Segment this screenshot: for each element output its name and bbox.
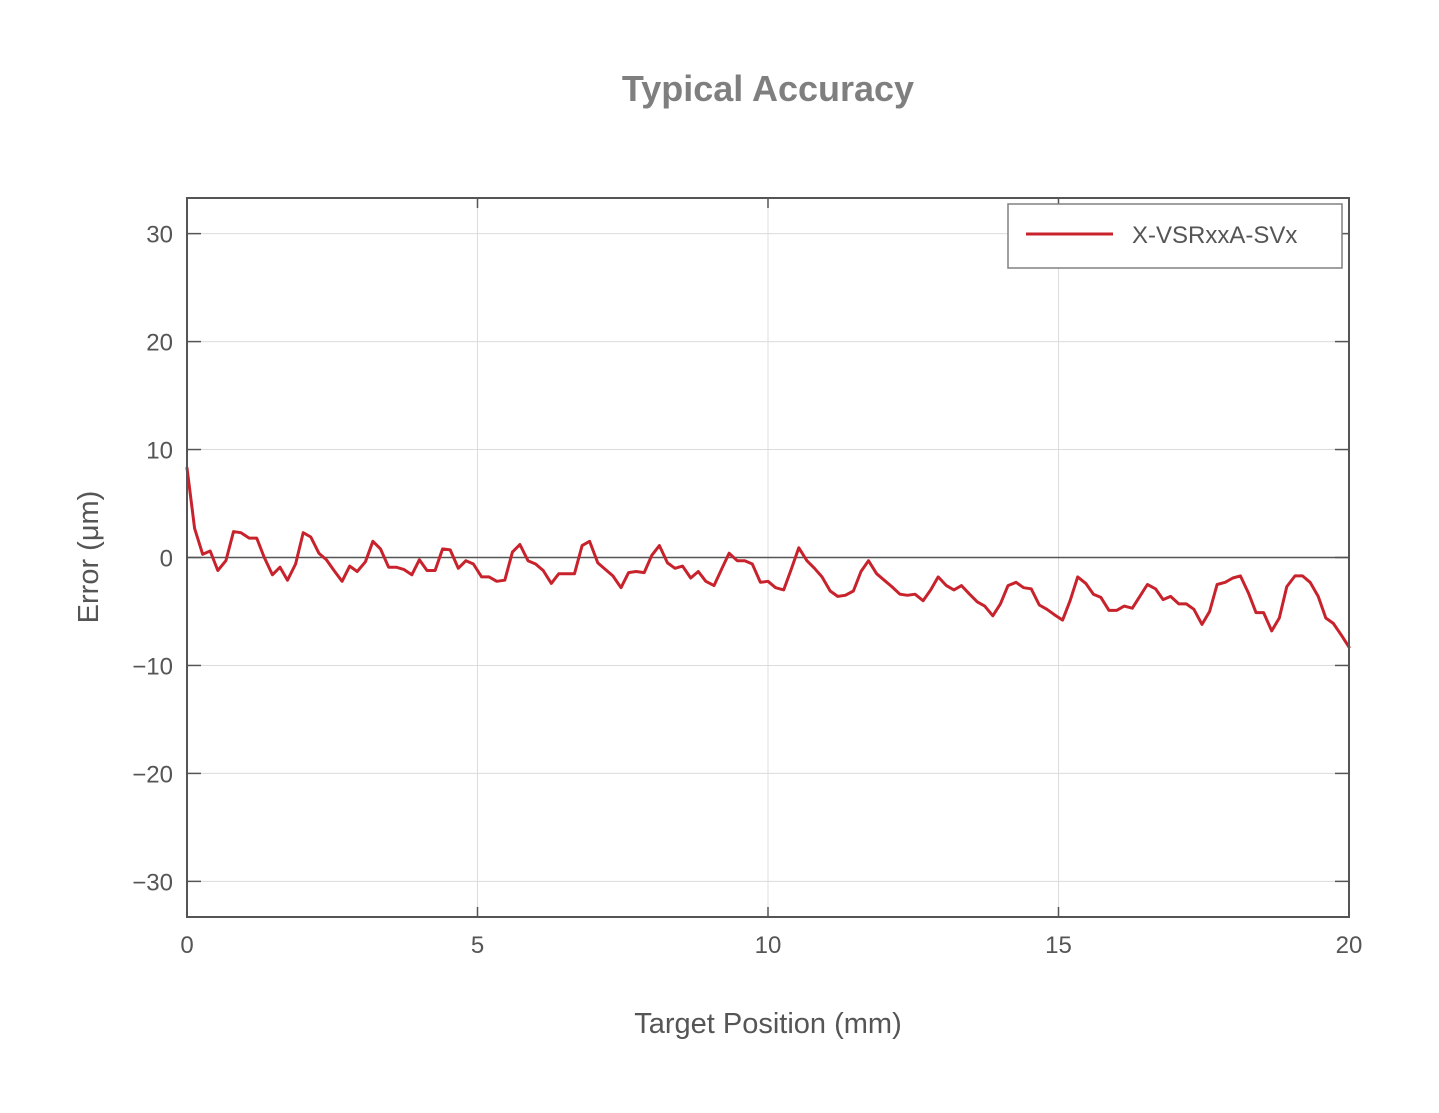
y-tick-label: 0	[160, 546, 173, 573]
legend-box	[1007, 203, 1343, 269]
x-axis-label: Target Position (mm)	[634, 1008, 902, 1040]
y-axis-label: Error (μm)	[73, 491, 105, 624]
y-tick-label: 20	[146, 330, 173, 357]
x-tick-label: 20	[1336, 932, 1363, 959]
y-tick-labels: −30 −20 −10 0 10 20 30	[132, 222, 173, 897]
legend: X-VSRxxA-SVx	[1007, 203, 1343, 269]
y-tick-label: 30	[146, 222, 173, 249]
x-tick-label: 15	[1045, 932, 1072, 959]
x-tick-label: 10	[755, 932, 782, 959]
x-tick-label: 0	[180, 932, 193, 959]
y-tick-label: −30	[132, 869, 173, 896]
y-tick-label: −10	[132, 653, 173, 680]
legend-label: X-VSRxxA-SVx	[1132, 222, 1297, 249]
series-line-0	[185, 466, 1351, 649]
x-tick-labels: 0 5 10 15 20	[180, 932, 1362, 959]
chart-title: Typical Accuracy	[622, 68, 914, 109]
y-tick-label: −20	[132, 761, 173, 788]
series-layer	[185, 466, 1351, 649]
y-tick-label: 10	[146, 438, 173, 465]
x-tick-label: 5	[471, 932, 484, 959]
